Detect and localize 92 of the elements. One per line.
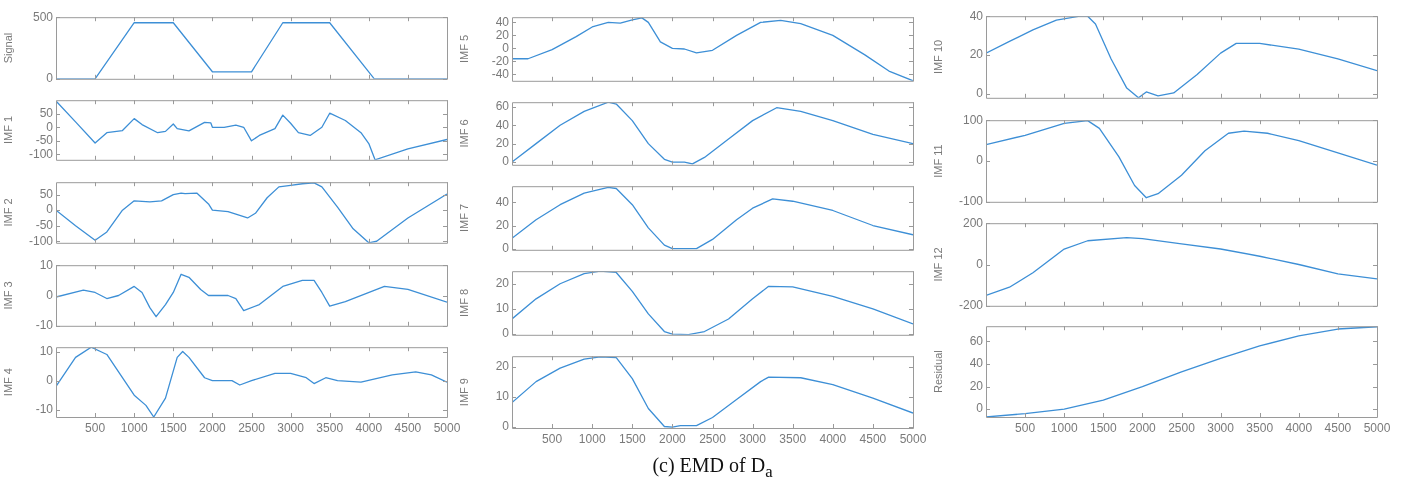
y-tick-label: -20 bbox=[491, 53, 510, 68]
y-tick-label: 40 bbox=[495, 117, 510, 132]
y-axis-title: Residual bbox=[931, 350, 944, 394]
y-tick-label: 0 bbox=[976, 153, 984, 168]
y-axis-title: IMF 11 bbox=[931, 144, 944, 178]
x-tick-label: 4000 bbox=[819, 431, 847, 446]
y-tick-label: 20 bbox=[969, 378, 984, 393]
x-tick-label: 1500 bbox=[1089, 420, 1117, 435]
y-tick-label: 40 bbox=[495, 194, 510, 209]
y-tick-label: -50 bbox=[35, 218, 54, 233]
y-tick-label: 50 bbox=[39, 106, 54, 121]
y-tick-label: -100 bbox=[958, 194, 984, 209]
y-tick-label: 0 bbox=[502, 40, 510, 55]
x-tick-label: 1500 bbox=[618, 431, 646, 446]
y-tick-label: -200 bbox=[958, 298, 984, 313]
y-axis-title: IMF 2 bbox=[1, 198, 14, 227]
y-tick-label: 20 bbox=[969, 47, 984, 62]
x-tick-label: 5000 bbox=[899, 431, 927, 446]
y-tick-label: 40 bbox=[969, 8, 984, 23]
y-tick-label: -40 bbox=[491, 66, 510, 81]
y-tick-label: 20 bbox=[495, 27, 510, 42]
y-tick-label: 0 bbox=[502, 240, 510, 255]
y-tick-label: 10 bbox=[39, 343, 54, 358]
y-tick-label: 200 bbox=[962, 215, 984, 230]
x-tick-label: 2000 bbox=[1129, 420, 1157, 435]
x-tick-label: 3000 bbox=[277, 420, 305, 435]
y-axis-title: IMF 12 bbox=[931, 247, 944, 282]
y-tick-label: 0 bbox=[502, 154, 510, 169]
text: (c) EMD of D$_{a}$ bbox=[651, 454, 774, 482]
y-tick-label: 0 bbox=[46, 71, 54, 86]
y-tick-label: -100 bbox=[28, 146, 54, 161]
y-axis-title: Signal bbox=[1, 32, 14, 64]
y-tick-label: 50 bbox=[39, 186, 54, 201]
y-axis-title: IMF 6 bbox=[457, 119, 470, 148]
y-tick-label: 60 bbox=[969, 333, 984, 348]
y-tick-label: -50 bbox=[35, 133, 54, 148]
y-tick-label: -10 bbox=[35, 402, 54, 417]
y-tick-label: -100 bbox=[28, 233, 54, 248]
x-tick-label: 1500 bbox=[159, 420, 187, 435]
x-tick-label: 5000 bbox=[433, 420, 461, 435]
y-tick-label: 0 bbox=[976, 86, 984, 101]
y-tick-label: 20 bbox=[495, 135, 510, 150]
x-tick-label: 2500 bbox=[699, 431, 727, 446]
x-tick-label: 4000 bbox=[355, 420, 383, 435]
y-axis-title: IMF 3 bbox=[1, 281, 14, 310]
y-tick-label: 60 bbox=[495, 99, 510, 114]
x-tick-label: 500 bbox=[542, 431, 563, 446]
x-tick-label: 2000 bbox=[199, 420, 227, 435]
x-tick-label: 4500 bbox=[1324, 420, 1352, 435]
x-tick-label: 4000 bbox=[1285, 420, 1313, 435]
y-tick-label: 0 bbox=[976, 401, 984, 416]
y-tick-label: 100 bbox=[962, 112, 984, 127]
y-axis-title: IMF 7 bbox=[457, 203, 470, 233]
y-axis-title: IMF 8 bbox=[457, 288, 470, 318]
x-tick-label: 500 bbox=[1015, 420, 1036, 435]
y-axis-title: IMF 5 bbox=[457, 34, 470, 64]
y-tick-label: 0 bbox=[502, 326, 510, 341]
x-tick-label: 2500 bbox=[238, 420, 266, 435]
x-tick-label: 3500 bbox=[316, 420, 344, 435]
y-tick-label: 40 bbox=[495, 14, 510, 29]
x-tick-label: 3000 bbox=[739, 431, 767, 446]
y-tick-label: -10 bbox=[35, 318, 54, 333]
x-tick-label: 1000 bbox=[1050, 420, 1078, 435]
x-tick-label: 1000 bbox=[578, 431, 606, 446]
y-tick-label: 20 bbox=[495, 276, 510, 291]
x-tick-label: 4500 bbox=[394, 420, 422, 435]
y-axis-title: IMF 4 bbox=[1, 368, 14, 397]
x-tick-label: 500 bbox=[85, 420, 106, 435]
y-tick-label: 10 bbox=[39, 257, 54, 272]
x-tick-label: 3000 bbox=[1207, 420, 1235, 435]
y-tick-label: 0 bbox=[502, 418, 510, 433]
y-tick-label: 0 bbox=[46, 202, 54, 217]
y-tick-label: 500 bbox=[32, 9, 54, 24]
y-tick-label: 20 bbox=[495, 217, 510, 232]
y-tick-label: 0 bbox=[976, 256, 984, 271]
x-tick-label: 4500 bbox=[859, 431, 887, 446]
y-tick-label: 0 bbox=[46, 119, 54, 134]
y-tick-label: 20 bbox=[495, 358, 510, 373]
y-axis-title: IMF 9 bbox=[457, 378, 470, 407]
y-tick-label: 10 bbox=[495, 301, 510, 316]
y-tick-label: 0 bbox=[46, 287, 54, 302]
x-tick-label: 2500 bbox=[1168, 420, 1196, 435]
y-tick-label: 0 bbox=[46, 372, 54, 387]
y-axis-title: IMF 1 bbox=[1, 115, 14, 145]
x-tick-label: 3500 bbox=[779, 431, 807, 446]
x-tick-label: 2000 bbox=[659, 431, 687, 446]
y-tick-label: 10 bbox=[495, 388, 510, 403]
y-axis-title: IMF 10 bbox=[931, 39, 944, 75]
x-tick-label: 1000 bbox=[120, 420, 148, 435]
x-tick-label: 3500 bbox=[1246, 420, 1274, 435]
x-tick-label: 5000 bbox=[1363, 420, 1391, 435]
y-tick-label: 40 bbox=[969, 356, 984, 371]
